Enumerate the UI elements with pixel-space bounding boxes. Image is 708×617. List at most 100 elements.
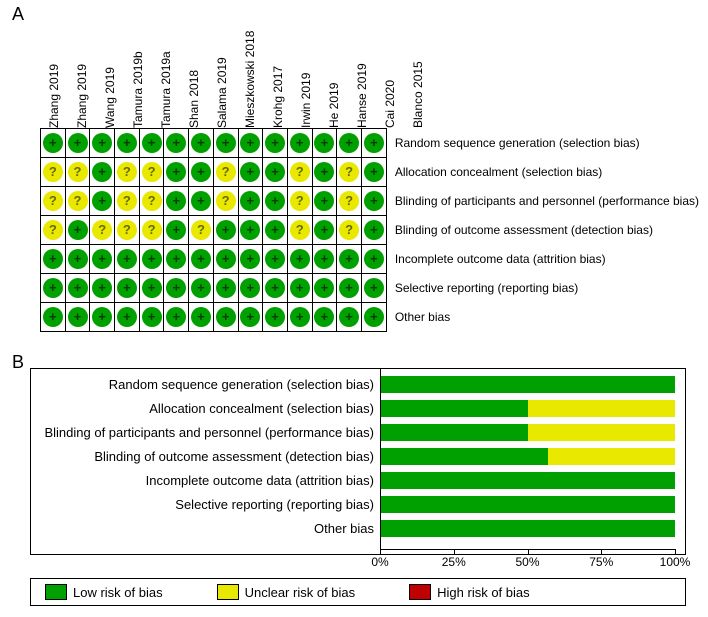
risk-cell: +	[312, 158, 337, 187]
study-header: Shan 2018	[187, 70, 201, 128]
risk-cell: +	[238, 274, 263, 303]
low-risk-icon: +	[314, 133, 334, 153]
risk-cell: ?	[139, 158, 164, 187]
unclear-risk-icon: ?	[68, 191, 88, 211]
bar-track	[380, 520, 675, 537]
risk-cell: ?	[287, 216, 312, 245]
risk-cell: +	[139, 303, 164, 332]
legend-item-unclear: Unclear risk of bias	[217, 584, 356, 600]
risk-cell: +	[164, 158, 189, 187]
low-risk-icon: +	[117, 249, 137, 269]
low-risk-icon: +	[364, 249, 384, 269]
risk-cell: +	[90, 245, 115, 274]
risk-cell: ?	[213, 187, 238, 216]
legend-label: High risk of bias	[437, 585, 529, 600]
legend-swatch	[409, 584, 431, 600]
unclear-risk-icon: ?	[339, 220, 359, 240]
x-axis-line	[380, 549, 675, 550]
low-risk-icon: +	[117, 307, 137, 327]
low-risk-icon: +	[92, 249, 112, 269]
risk-cell: +	[189, 158, 214, 187]
low-risk-icon: +	[142, 307, 162, 327]
risk-of-bias-summary-chart: 0%25%50%75%100% Random sequence generati…	[30, 368, 690, 555]
risk-cell: +	[287, 303, 312, 332]
study-header: Cai 2020	[383, 80, 397, 128]
risk-cell: ?	[115, 216, 140, 245]
risk-cell: ?	[41, 216, 66, 245]
low-risk-icon: +	[142, 249, 162, 269]
low-risk-icon: +	[166, 162, 186, 182]
risk-cell: ?	[189, 216, 214, 245]
risk-cell: +	[263, 158, 288, 187]
study-header: Zhang 2019	[47, 64, 61, 128]
low-risk-icon: +	[265, 133, 285, 153]
low-risk-icon: +	[216, 278, 236, 298]
risk-cell: ?	[41, 158, 66, 187]
risk-cell: ?	[337, 158, 362, 187]
risk-cell: +	[90, 187, 115, 216]
panel-b-label: B	[12, 352, 24, 373]
risk-cell: +	[312, 216, 337, 245]
low-risk-icon: +	[240, 249, 260, 269]
low-risk-icon: +	[240, 191, 260, 211]
low-risk-icon: +	[290, 249, 310, 269]
low-risk-icon: +	[92, 278, 112, 298]
low-risk-icon: +	[68, 249, 88, 269]
risk-cell: +	[41, 303, 66, 332]
risk-cell: +	[361, 274, 386, 303]
risk-cell: +	[337, 303, 362, 332]
low-risk-icon: +	[216, 220, 236, 240]
bar-label: Incomplete outcome data (attrition bias)	[31, 469, 380, 493]
risk-cell: ?	[65, 187, 90, 216]
low-risk-icon: +	[240, 133, 260, 153]
risk-cell: +	[312, 129, 337, 158]
risk-cell: +	[189, 187, 214, 216]
risk-cell: +	[189, 303, 214, 332]
legend-label: Unclear risk of bias	[245, 585, 356, 600]
study-header: He 2019	[327, 83, 341, 128]
bar-track	[380, 448, 675, 465]
unclear-risk-icon: ?	[290, 191, 310, 211]
low-risk-icon: +	[265, 162, 285, 182]
unclear-risk-icon: ?	[43, 220, 63, 240]
low-risk-icon: +	[43, 249, 63, 269]
risk-cell: ?	[139, 216, 164, 245]
risk-cell: ?	[287, 187, 312, 216]
domain-label: Blinding of outcome assessment (detectio…	[386, 216, 699, 245]
unclear-risk-icon: ?	[117, 162, 137, 182]
risk-cell: +	[238, 187, 263, 216]
risk-cell: +	[65, 303, 90, 332]
risk-cell: +	[287, 129, 312, 158]
bar-label: Selective reporting (reporting bias)	[31, 493, 380, 517]
risk-cell: +	[139, 129, 164, 158]
risk-cell: +	[361, 158, 386, 187]
bar-label: Other bias	[31, 517, 380, 541]
risk-cell: ?	[115, 187, 140, 216]
risk-cell: +	[361, 303, 386, 332]
low-risk-icon: +	[240, 162, 260, 182]
risk-cell: +	[263, 303, 288, 332]
low-risk-icon: +	[92, 162, 112, 182]
study-header: Blanco 2015	[411, 61, 425, 128]
low-risk-icon: +	[339, 133, 359, 153]
low-risk-icon: +	[265, 220, 285, 240]
risk-cell: +	[65, 216, 90, 245]
x-tick-label: 25%	[442, 555, 466, 569]
low-risk-icon: +	[166, 278, 186, 298]
low-risk-icon: +	[92, 133, 112, 153]
risk-cell: +	[189, 129, 214, 158]
low-risk-icon: +	[191, 191, 211, 211]
legend-swatch	[217, 584, 239, 600]
unclear-risk-icon: ?	[117, 220, 137, 240]
low-risk-icon: +	[364, 162, 384, 182]
low-risk-icon: +	[364, 220, 384, 240]
bar-segment-low	[380, 496, 675, 513]
risk-cell: +	[337, 129, 362, 158]
low-risk-icon: +	[191, 249, 211, 269]
low-risk-icon: +	[92, 307, 112, 327]
low-risk-icon: +	[216, 307, 236, 327]
legend-item-low: Low risk of bias	[45, 584, 163, 600]
risk-cell: +	[361, 187, 386, 216]
low-risk-icon: +	[240, 278, 260, 298]
risk-cell: +	[41, 245, 66, 274]
